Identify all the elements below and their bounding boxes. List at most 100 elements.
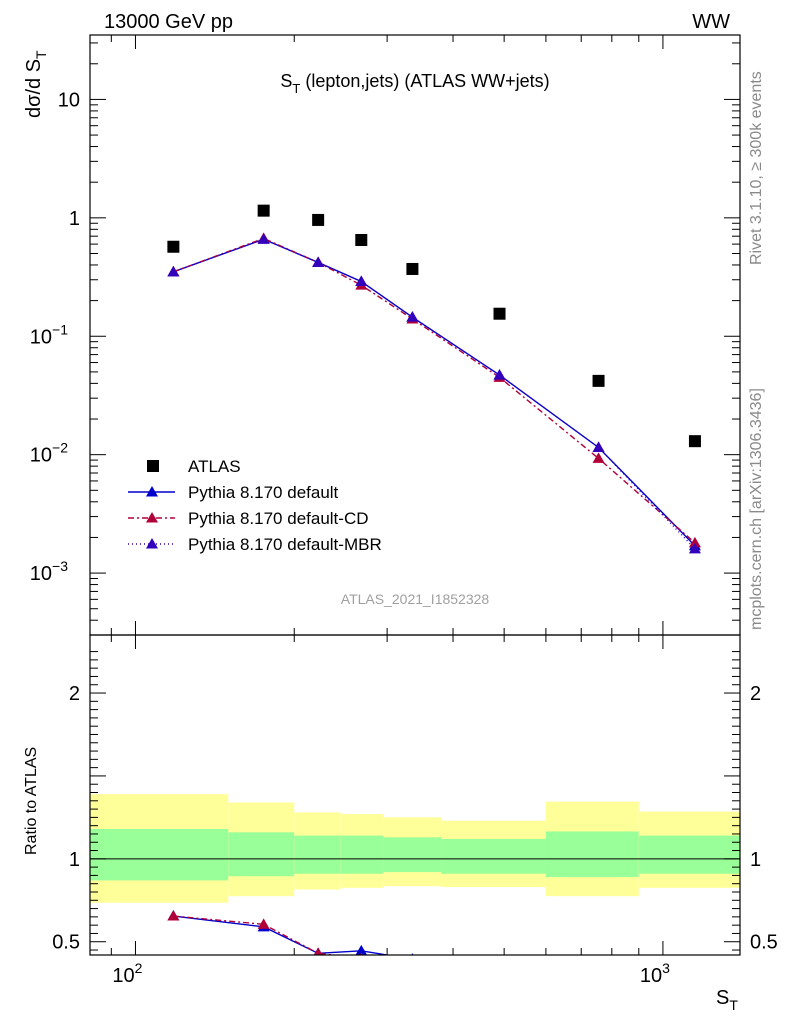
ratio-y-tick-label-right: 0.5	[750, 932, 778, 954]
triangle-marker	[355, 944, 368, 955]
data-point-atlas	[312, 213, 325, 226]
data-point-atlas	[493, 307, 506, 320]
data-point-atlas	[257, 204, 270, 217]
main-plot-title: ST (lepton,jets) (ATLAS WW+jets)	[280, 71, 549, 96]
green-band	[638, 835, 740, 874]
data-point-atlas	[406, 262, 419, 275]
triangle-marker	[146, 486, 158, 497]
series-line	[173, 237, 696, 544]
triangle-marker	[313, 947, 323, 955]
y-tick-exponent: −3	[52, 558, 68, 574]
title-rest: (lepton,jets) (ATLAS WW+jets)	[300, 71, 549, 91]
series-1	[167, 233, 701, 551]
series-line	[173, 238, 696, 547]
y-tick-base: 10	[30, 445, 52, 467]
ratio-line	[173, 915, 339, 955]
data-point-atlas	[688, 435, 701, 448]
series-0	[167, 204, 701, 448]
legend-label: Pythia 8.170 default	[188, 483, 339, 502]
triangle-marker	[167, 265, 180, 277]
green-band	[545, 831, 639, 878]
x-tick-exponent: 3	[662, 960, 670, 976]
y-tick-label: 10−1	[30, 321, 68, 348]
y-tick-exponent: −2	[52, 440, 68, 456]
data-point-atlas	[592, 374, 605, 387]
x-tick-label: 103	[640, 960, 670, 987]
header-process: 13000 GeV pp	[104, 11, 233, 33]
triangle-marker	[146, 538, 158, 549]
ratio-series-1	[167, 910, 418, 967]
triangle-marker	[146, 512, 158, 523]
main-series-layer	[167, 204, 701, 554]
legend-marker	[147, 460, 159, 472]
triangle-marker	[493, 369, 506, 380]
ratio-y-tick-label: 0.5	[52, 932, 80, 954]
triangle-marker	[257, 918, 270, 929]
ratio-line	[173, 915, 392, 955]
triangle-marker	[167, 910, 180, 921]
legend: ATLAS Pythia 8.170 default Pythia 8.170 de…	[128, 457, 382, 554]
ratio-panel: 0.5 0.51 12 2 102 103 Ratio to ATLAS ST	[23, 634, 778, 1013]
side-label-rivet: Rivet 3.1.10, ≥ 300k events	[748, 71, 765, 265]
green-band	[228, 832, 295, 877]
x-tick-base: 10	[640, 965, 662, 987]
ratio-uncertainty-bands	[90, 794, 740, 903]
green-band	[441, 838, 546, 874]
legend-label: ATLAS	[188, 457, 241, 476]
ratio-y-axis-label: Ratio to ATLAS	[23, 747, 40, 855]
triangle-marker	[257, 233, 270, 244]
xlabel-text: S	[716, 987, 729, 1009]
ylabel-sub: T	[33, 50, 49, 59]
y-tick-base: 10	[30, 326, 52, 348]
ratio-plot-frame	[89, 634, 741, 956]
main-axis-ticks	[90, 35, 740, 636]
side-label-mcplots: mcplots.cern.ch [arXiv:1306.3436]	[748, 388, 765, 630]
xlabel-sub: T	[729, 997, 738, 1013]
y-tick-label: 10−2	[30, 440, 68, 467]
triangle-marker	[592, 452, 605, 463]
y-tick-base: 1	[69, 208, 80, 230]
triangle-marker	[688, 536, 701, 548]
ratio-y-tick-label: 1	[69, 849, 80, 871]
triangle-marker	[355, 275, 368, 286]
data-point-atlas	[355, 233, 368, 246]
y-tick-label: 1	[69, 208, 80, 230]
series-3	[167, 233, 701, 554]
y-tick-exponent: −1	[52, 321, 68, 337]
y-tick-label: 10	[58, 89, 80, 111]
title-var: S	[280, 71, 292, 91]
ratio-y-tick-label-right: 1	[750, 849, 761, 871]
header-final-state: WW	[692, 11, 730, 33]
ratio-axis-ticks	[90, 635, 740, 955]
green-band	[383, 837, 442, 873]
green-band	[90, 828, 229, 881]
green-band	[340, 835, 384, 874]
ratio-series-layer	[167, 910, 418, 967]
triangle-marker	[312, 256, 325, 267]
y-tick-base: 10	[30, 563, 52, 585]
x-axis-label: ST	[716, 987, 738, 1013]
ratio-y-tick-labels: 0.5 0.5 1 1 2 2	[52, 683, 778, 954]
x-tick-exponent: 2	[135, 960, 143, 976]
x-tick-label: 102	[112, 960, 142, 987]
ratio-x-tick-labels: 102 103	[112, 960, 670, 987]
green-band	[294, 835, 341, 874]
ratio-series-0	[167, 910, 414, 955]
ratio-y-tick-label-right: 2	[750, 683, 761, 705]
main-y-axis-label: dσ/d ST	[23, 50, 49, 118]
ylabel-text: dσ/d S	[23, 59, 45, 118]
ratio-y-tick-label: 2	[69, 683, 80, 705]
y-tick-base: 10	[58, 89, 80, 111]
y-tick-label: 10−3	[30, 558, 68, 585]
analysis-watermark: ATLAS_2021_I1852328	[341, 591, 490, 607]
triangle-marker	[406, 311, 419, 322]
triangle-marker	[359, 952, 363, 955]
title-sub: T	[292, 81, 300, 96]
legend-label: Pythia 8.170 default-MBR	[188, 535, 382, 554]
triangle-marker	[406, 956, 418, 967]
series-line	[173, 238, 696, 550]
data-point-atlas	[167, 240, 180, 253]
